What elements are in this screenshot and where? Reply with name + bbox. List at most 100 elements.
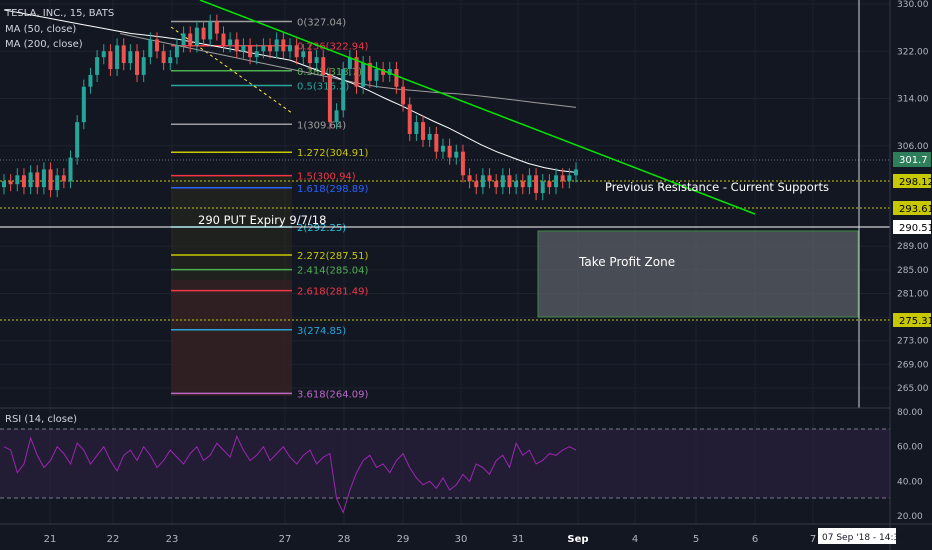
take-profit-zone [537, 230, 859, 318]
candle-body [401, 86, 406, 105]
date-badge-text: 07 Sep '18 - 14:30 [822, 533, 905, 543]
candle-body [21, 175, 26, 188]
candle-body [274, 39, 279, 52]
x-tick-label: 22 [107, 534, 120, 545]
candle-body [407, 104, 412, 134]
candle-body [394, 68, 399, 87]
x-tick-label: 30 [455, 534, 468, 545]
y-tick-label: 289.00 [897, 242, 929, 252]
candle-body [354, 57, 359, 87]
candle-body [115, 45, 120, 69]
rsi-tick-label: 40.00 [897, 477, 923, 487]
candle-body [507, 175, 512, 188]
y-tick-label: 306.00 [897, 142, 929, 152]
candle-body [480, 175, 485, 188]
candle-body [547, 181, 552, 188]
fib-level-label: 1.272(304.91) [297, 148, 369, 159]
candle-body [101, 51, 106, 58]
candle-body [574, 169, 578, 176]
symbol-label[interactable]: TESLA, INC., 15, BATS [5, 8, 115, 19]
fib-level-label: 3.618(264.09) [297, 389, 369, 400]
support-badge-298-text: 298.12 [899, 177, 932, 188]
candle-body [81, 86, 86, 123]
fib-zone-lower [171, 280, 292, 396]
x-tick-label: 4 [632, 534, 638, 545]
rsi-tick-label: 80.00 [897, 408, 923, 418]
x-tick-label: 6 [752, 534, 758, 545]
candle-body [534, 175, 539, 194]
fibonacci-levels: 0(327.04)0.236(322.94)0.382(318.7)0.5(31… [171, 17, 369, 400]
candle-body [121, 45, 126, 64]
fib-level-label: 2.272(287.51) [297, 251, 369, 262]
candle-body [135, 51, 140, 75]
candle-body [174, 45, 179, 58]
candle-body [221, 33, 226, 46]
x-tick-label: 23 [166, 534, 179, 545]
x-tick-label: 31 [512, 534, 525, 545]
x-tick-label: Sep [567, 534, 588, 545]
descending-trendline[interactable] [199, 0, 756, 215]
candle-body [288, 45, 292, 52]
candle-body [128, 51, 133, 64]
x-tick-label: 7 [810, 534, 816, 545]
candle-body [241, 45, 246, 52]
candle-body [161, 51, 166, 64]
put-annotation: 290 PUT Expiry 9/7/18 [198, 213, 326, 227]
candle-body [35, 172, 40, 188]
y-tick-label: 314.00 [897, 95, 929, 105]
fib-level-label: 2.618(281.49) [297, 287, 369, 298]
candle-body [327, 74, 332, 123]
candle-body [228, 39, 233, 46]
candle-body [314, 57, 319, 64]
candle-body [201, 27, 206, 40]
candle-body [474, 181, 479, 188]
candle-body [341, 68, 346, 111]
y-tick-label: 269.00 [897, 360, 929, 370]
candle-body [55, 175, 60, 191]
candle-body [268, 45, 273, 52]
candle-body [374, 68, 379, 81]
candle-body [381, 68, 386, 75]
fib-level-label: 1.618(298.89) [297, 184, 369, 195]
candle-body [487, 175, 492, 182]
ma50-label[interactable]: MA (50, close) [5, 24, 77, 35]
candle-body [248, 45, 253, 58]
candle-body [48, 169, 53, 191]
candle-body [514, 181, 519, 188]
candle-body [234, 39, 239, 52]
candle-body [347, 57, 352, 69]
candle-body [8, 181, 13, 185]
support-badge-293-text: 293.61 [899, 204, 932, 215]
candle-body [421, 122, 426, 140]
rsi-label[interactable]: RSI (14, close) [5, 414, 78, 425]
candle-body [41, 169, 46, 188]
candle-body [447, 145, 452, 158]
candle-body [194, 27, 199, 46]
rsi-band [0, 429, 890, 498]
candle-body [294, 45, 299, 58]
put-badge-text: 290.51 [899, 223, 932, 234]
x-tick-label: 5 [693, 534, 699, 545]
candle-body [254, 51, 259, 58]
candle-body [387, 68, 392, 75]
ma200-label[interactable]: MA (200, close) [5, 39, 83, 50]
candle-body [141, 57, 146, 75]
x-tick-label: 29 [397, 534, 410, 545]
candle-body [188, 33, 193, 46]
candle-body [214, 21, 219, 34]
candle-body [181, 33, 186, 46]
candle-body [460, 151, 465, 176]
y-tick-label: 273.00 [897, 337, 929, 347]
ma50-line [3, 9, 577, 173]
candle-body [68, 157, 73, 182]
candle-body [434, 133, 439, 152]
candle-body [427, 133, 432, 140]
candle-body [261, 45, 266, 52]
candle-body [361, 63, 366, 87]
x-tick-label: 27 [279, 534, 292, 545]
y-tick-label: 285.00 [897, 266, 929, 276]
candle-body [168, 57, 173, 64]
candle-body [414, 122, 419, 134]
fib-level-label: 1.5(300.94) [297, 172, 356, 183]
